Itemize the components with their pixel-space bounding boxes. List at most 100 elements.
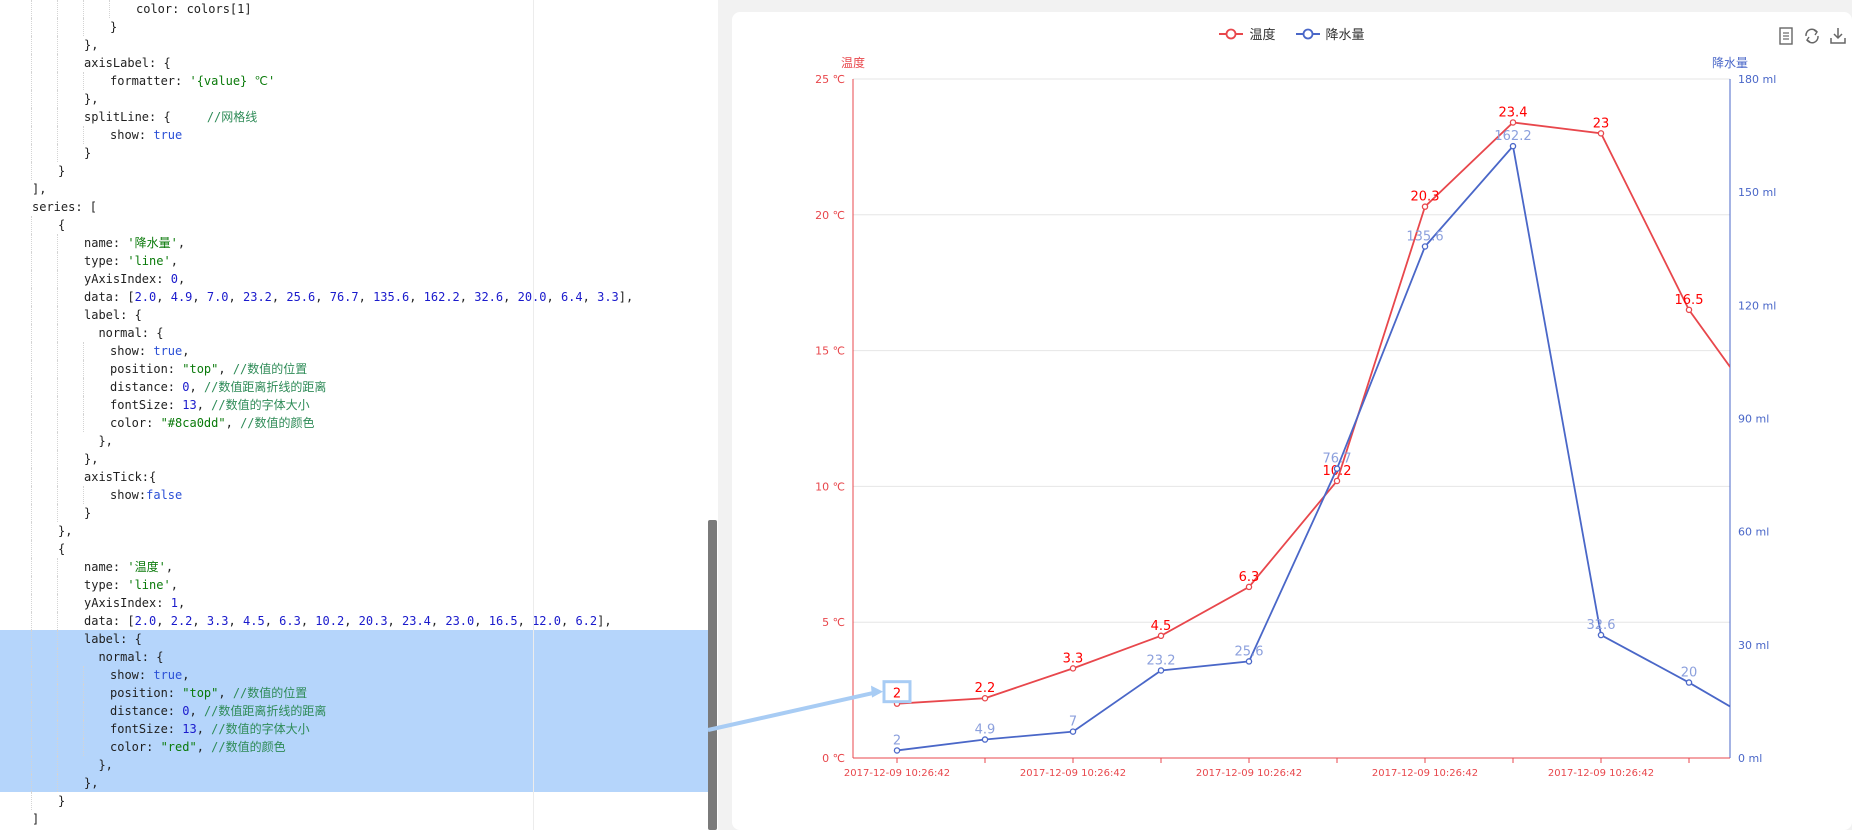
code-text: name: '降水量',: [84, 234, 185, 252]
code-token: 6.2: [575, 614, 598, 628]
right-axis-tick-label: 90 ml: [1738, 413, 1769, 426]
code-line[interactable]: color: "#8ca0dd", //数值的颜色: [0, 414, 708, 432]
data-point: [1157, 667, 1165, 674]
code-token: name:: [84, 236, 128, 250]
indent-guide: [57, 684, 58, 702]
code-line[interactable]: }: [0, 18, 708, 36]
code-line[interactable]: {: [0, 540, 708, 558]
code-line[interactable]: }: [0, 792, 708, 810]
code-line[interactable]: distance: 0, //数值距离折线的距离: [0, 378, 708, 396]
code-token: ,: [165, 560, 174, 574]
indent-guide: [83, 702, 84, 720]
right-axis-tick-label: 150 ml: [1738, 186, 1776, 199]
code-token: ,: [474, 614, 489, 628]
indent-guide: [83, 396, 84, 414]
code-token: },: [84, 776, 99, 790]
code-token: //数值的位置: [232, 362, 308, 376]
code-line[interactable]: data: [2.0, 4.9, 7.0, 23.2, 25.6, 76.7, …: [0, 288, 708, 306]
data-point: [1245, 658, 1253, 665]
code-line[interactable]: ]: [0, 810, 708, 828]
indent-guide: [31, 54, 32, 72]
code-line[interactable]: color: "red", //数值的颜色: [0, 738, 708, 756]
code-line[interactable]: splitLine: { //网格线: [0, 108, 708, 126]
code-line[interactable]: show: true,: [0, 342, 708, 360]
code-line[interactable]: axisLabel: {: [0, 54, 708, 72]
restore-icon[interactable]: [1802, 26, 1822, 46]
code-token: ,: [409, 290, 424, 304]
indent-guide: [31, 630, 32, 648]
code-line[interactable]: label: {: [0, 630, 708, 648]
indent-guide: [31, 648, 32, 666]
data-view-icon[interactable]: [1776, 26, 1796, 46]
code-token: ,: [582, 290, 598, 304]
indent-guide: [83, 18, 84, 36]
code-line[interactable]: name: '温度',: [0, 558, 708, 576]
right-axis-tick-label: 0 ml: [1738, 752, 1762, 765]
code-token: 23.4: [402, 614, 431, 628]
code-line[interactable]: name: '降水量',: [0, 234, 708, 252]
code-line[interactable]: },: [0, 522, 708, 540]
code-line[interactable]: fontSize: 13, //数值的字体大小: [0, 720, 708, 738]
code-line[interactable]: {: [0, 216, 708, 234]
code-text: splitLine: { //网格线: [84, 108, 257, 126]
code-line[interactable]: },: [0, 90, 708, 108]
code-line[interactable]: normal: {: [0, 648, 708, 666]
code-token: ,: [228, 614, 243, 628]
indent-guide: [57, 324, 58, 342]
code-text: yAxisIndex: 1,: [84, 594, 185, 612]
code-line[interactable]: formatter: '{value} ℃': [0, 72, 708, 90]
save-image-icon[interactable]: [1828, 26, 1848, 46]
code-text: },: [84, 756, 112, 774]
code-line[interactable]: },: [0, 432, 708, 450]
code-line[interactable]: color: colors[1]: [0, 0, 708, 18]
code-token: ,: [196, 740, 212, 754]
code-token: show:: [110, 344, 154, 358]
code-line[interactable]: position: "top", //数值的位置: [0, 684, 708, 702]
code-line[interactable]: }: [0, 504, 708, 522]
code-line[interactable]: type: 'line',: [0, 576, 708, 594]
code-line[interactable]: },: [0, 36, 708, 54]
code-text: }: [84, 504, 91, 522]
code-line[interactable]: show:false: [0, 486, 708, 504]
code-line[interactable]: normal: {: [0, 324, 708, 342]
code-line[interactable]: type: 'line',: [0, 252, 708, 270]
code-line[interactable]: yAxisIndex: 0,: [0, 270, 708, 288]
code-line[interactable]: label: {: [0, 306, 708, 324]
code-token: 13: [182, 722, 197, 736]
code-line[interactable]: },: [0, 756, 708, 774]
code-line[interactable]: show: true: [0, 126, 708, 144]
code-line[interactable]: series: [: [0, 198, 708, 216]
code-text: position: "top", //数值的位置: [110, 684, 307, 702]
data-label: 7: [1069, 715, 1077, 730]
code-line[interactable]: ],: [0, 180, 708, 198]
code-token: true: [153, 668, 183, 682]
legend-item[interactable]: 温度: [1219, 24, 1276, 43]
code-token: ,: [271, 290, 287, 304]
code-line[interactable]: fontSize: 13, //数值的字体大小: [0, 396, 708, 414]
code-line[interactable]: }: [0, 162, 708, 180]
code-token: 2.0: [134, 290, 157, 304]
data-point: [981, 694, 989, 702]
code-line[interactable]: distance: 0, //数值距离折线的距离: [0, 702, 708, 720]
code-line[interactable]: }: [0, 144, 708, 162]
code-editor[interactable]: color: colors[1]}}, axisLabel: {formatter…: [0, 0, 718, 830]
code-lines[interactable]: color: colors[1]}}, axisLabel: {formatter…: [0, 0, 708, 828]
data-point: [1597, 130, 1605, 137]
code-text: }: [58, 162, 65, 180]
code-token: position:: [110, 686, 183, 700]
data-label: 25.6: [1235, 644, 1264, 659]
code-text: position: "top", //数值的位置: [110, 360, 307, 378]
code-token: }: [58, 164, 66, 178]
series-line-precipitation: [896, 144, 1730, 752]
code-line[interactable]: },: [0, 450, 708, 468]
legend-item[interactable]: 降水量: [1295, 24, 1365, 43]
code-line[interactable]: },: [0, 774, 708, 792]
data-label: 2: [893, 687, 901, 702]
indent-guide: [31, 18, 32, 36]
code-line[interactable]: show: true,: [0, 666, 708, 684]
editor-scrollbar[interactable]: [708, 520, 717, 830]
code-line[interactable]: axisTick:{: [0, 468, 708, 486]
code-line[interactable]: yAxisIndex: 1,: [0, 594, 708, 612]
code-line[interactable]: data: [2.0, 2.2, 3.3, 4.5, 6.3, 10.2, 20…: [0, 612, 708, 630]
code-line[interactable]: position: "top", //数值的位置: [0, 360, 708, 378]
